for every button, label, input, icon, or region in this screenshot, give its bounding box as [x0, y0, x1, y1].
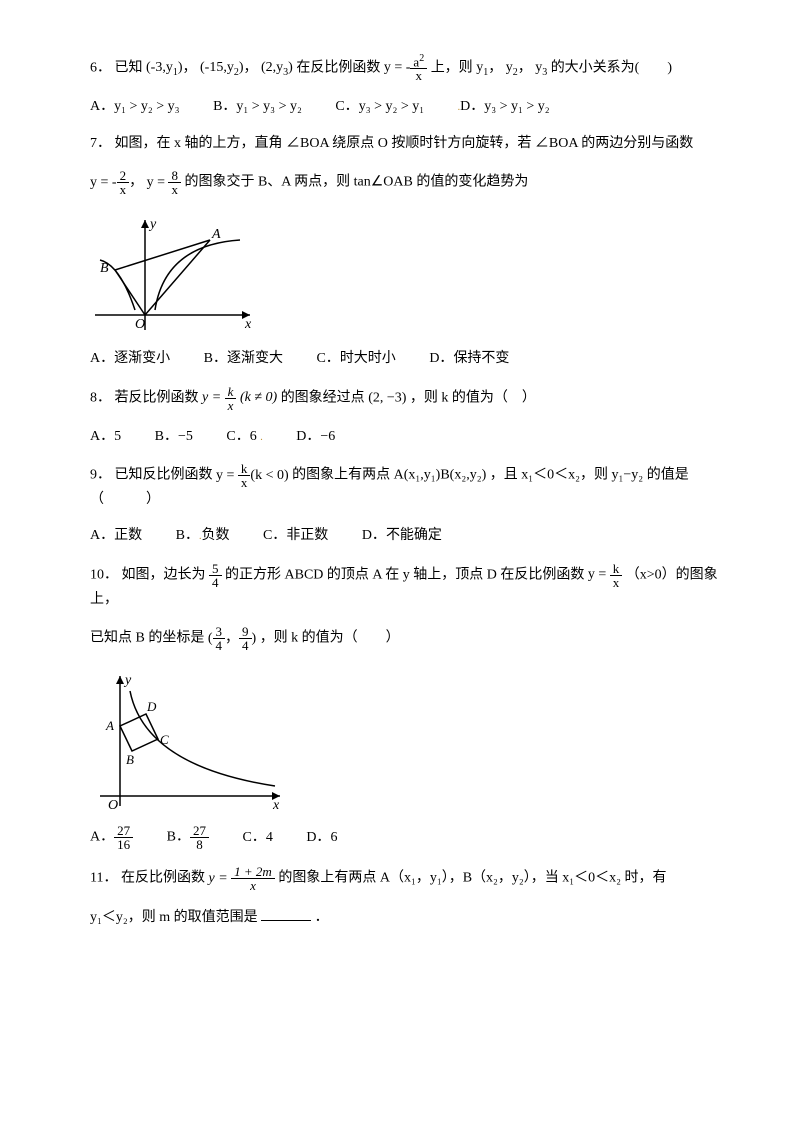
text: 的两边分别与函数 [581, 136, 693, 151]
formula: y₁−y₂ [612, 468, 644, 483]
blank-answer [261, 906, 311, 921]
text: 的正方形 ABCD 的顶点 A 在 y 轴上，顶点 D 在反比例函数 [225, 567, 584, 582]
option-a: A．逐渐变小 [90, 348, 170, 370]
side-length: 54 [209, 562, 222, 589]
option-c: C．4 [242, 827, 272, 849]
axis-x-label: x [244, 317, 252, 332]
q11-line2: y₁＜y₂，则 m 的取值范围是 ． [90, 906, 740, 929]
option-c: C．y₃ > y₂ > y₁ [335, 96, 424, 118]
text: 在反比例函数 [121, 871, 205, 886]
origin-label: O [108, 798, 118, 813]
formula: y = kx [588, 567, 622, 582]
text: 如图，在 x 轴的上方，直角 [115, 136, 283, 151]
option-c: C．非正数 [263, 525, 328, 547]
q-num: 7． [90, 136, 111, 151]
option-d: D．保持不变 [429, 348, 509, 370]
text: 在反比例函数 [296, 60, 380, 75]
option-b: B．278 [167, 824, 209, 851]
q7-graph: y x O A B [90, 210, 260, 340]
question-9: 9． 已知反比例函数 y = kx(k < 0) 的图象上有两点 A(x₁,y₁… [90, 462, 740, 511]
option-a: A．y₁ > y₂ > y₃ [90, 96, 180, 118]
option-c: C．时大时小 [316, 348, 395, 370]
text: 若反比例函数 [115, 390, 199, 405]
question-10: 10． 如图，边长为 54 的正方形 ABCD 的顶点 A 在 y 轴上，顶点 … [90, 562, 740, 611]
formula: tan∠OAB [354, 175, 413, 190]
var: y2 [506, 60, 518, 75]
point-b-label: B [126, 752, 134, 767]
q-num: 6． [90, 60, 111, 75]
text: 的图象交于 B、A 两点，则 [184, 175, 350, 190]
option-a: A．2716 [90, 824, 133, 851]
axis-y-label: y [123, 673, 132, 688]
question-11: 11． 在反比例函数 y = 1 + 2mx 的图象上有两点 A（x₁，y₁），… [90, 865, 740, 892]
option-d: .D．y₃ > y₁ > y₂ [458, 96, 550, 118]
point-b-label: B [100, 261, 109, 276]
axis-y-label: y [148, 217, 157, 232]
text: ． [315, 910, 329, 925]
text: ，且 x₁＜0＜x₂，则 [490, 468, 608, 483]
text: 上，则 [431, 60, 473, 75]
text: 的图象上有两点 A（x₁，y₁），B（x₂，y₂），当 x₁＜0＜x₂ 时，有 [278, 871, 666, 886]
point-c-label: C [160, 732, 169, 747]
text: 已知 [115, 60, 143, 75]
q9-options: A．正数 B．.负数 C．非正数 D．不能确定 [90, 525, 740, 547]
point: (2, −3) [368, 390, 406, 405]
question-8: 8． 若反比例函数 y = kx (k ≠ 0) 的图象经过点 (2, −3) … [90, 385, 740, 412]
question-6: 6． 已知 (-3,y1)， (-15,y2)， (2,y3) 在反比例函数 y… [90, 54, 740, 82]
option-d: D．−6 [296, 426, 335, 448]
q-num: 8． [90, 390, 111, 405]
option-b: B．−5 [155, 426, 193, 448]
q7-formulas: y = -2x， y = 8x 的图象交于 B、A 两点，则 tan∠OAB 的… [90, 169, 740, 196]
q10-graph: y x O A B C D [90, 666, 290, 816]
var: y1 [476, 60, 488, 75]
option-c: C．6 . [226, 426, 262, 448]
option-b: B．.负数 [176, 525, 230, 547]
angle: ∠BOA [286, 136, 329, 151]
option-d: D．6 [306, 827, 337, 849]
points: A(x₁,y₁)B(x₂,y₂) [394, 468, 487, 483]
formula: y = kx (k ≠ 0) [202, 390, 281, 405]
question-7: 7． 如图，在 x 轴的上方，直角 ∠BOA 绕原点 O 按顺时针方向旋转，若 … [90, 133, 740, 155]
text: ，则 k 的值为（ ） [410, 390, 536, 405]
var: y3 [535, 60, 547, 75]
option-b: B．y₁ > y₃ > y₂ [213, 96, 302, 118]
point: (2,y3) [261, 60, 293, 75]
axis-x-label: x [272, 798, 280, 813]
option-a: A．正数 [90, 525, 142, 547]
text: ，则 k 的值为（ ） [260, 631, 400, 646]
q10-line2: 已知点 B 的坐标是 (34，94) ，则 k 的值为（ ） [90, 625, 740, 652]
text: 的值的变化趋势为 [416, 175, 528, 190]
origin-label: O [135, 317, 145, 332]
text: 已知反比例函数 [115, 468, 213, 483]
point: (-15,y2) [200, 60, 244, 75]
text: 的图象上有两点 [292, 468, 390, 483]
q-num: 9． [90, 468, 111, 483]
formula: y = 1 + 2mx [208, 871, 278, 886]
formula: y = kx(k < 0) [216, 468, 292, 483]
q-num: 11． [90, 871, 117, 886]
formula: y = -2x [90, 175, 129, 190]
formula: y = 8x [147, 175, 181, 190]
text: 的图象经过点 [281, 390, 365, 405]
point-d-label: D [146, 699, 157, 714]
point: (-3,y1) [146, 60, 183, 75]
q10-options: A．2716 B．278 C．4 D．6 [90, 824, 740, 851]
angle: ∠BOA [535, 136, 578, 151]
q6-options: A．y₁ > y₂ > y₃ B．y₁ > y₃ > y₂ C．y₃ > y₂ … [90, 96, 740, 118]
text: 绕原点 O 按顺时针方向旋转，若 [332, 136, 531, 151]
formula: y = -a2x [384, 60, 431, 75]
text: 如图，边长为 [122, 567, 206, 582]
q7-options: A．逐渐变小 B．逐渐变大 C．时大时小 D．保持不变 [90, 348, 740, 370]
q-num: 10． [90, 567, 118, 582]
q8-options: A．5 B．−5 C．6 . D．−6 [90, 426, 740, 448]
point-a-label: A [105, 718, 114, 733]
text: 的大小关系为( ) [551, 60, 672, 75]
point-a-label: A [211, 227, 221, 242]
option-b: B．逐渐变大 [204, 348, 283, 370]
point-b: (34，94) [208, 631, 260, 646]
option-a: A．5 [90, 426, 121, 448]
text: 已知点 B 的坐标是 [90, 631, 204, 646]
option-d: D．不能确定 [362, 525, 442, 547]
text: y₁＜y₂，则 m 的取值范围是 [90, 910, 258, 925]
